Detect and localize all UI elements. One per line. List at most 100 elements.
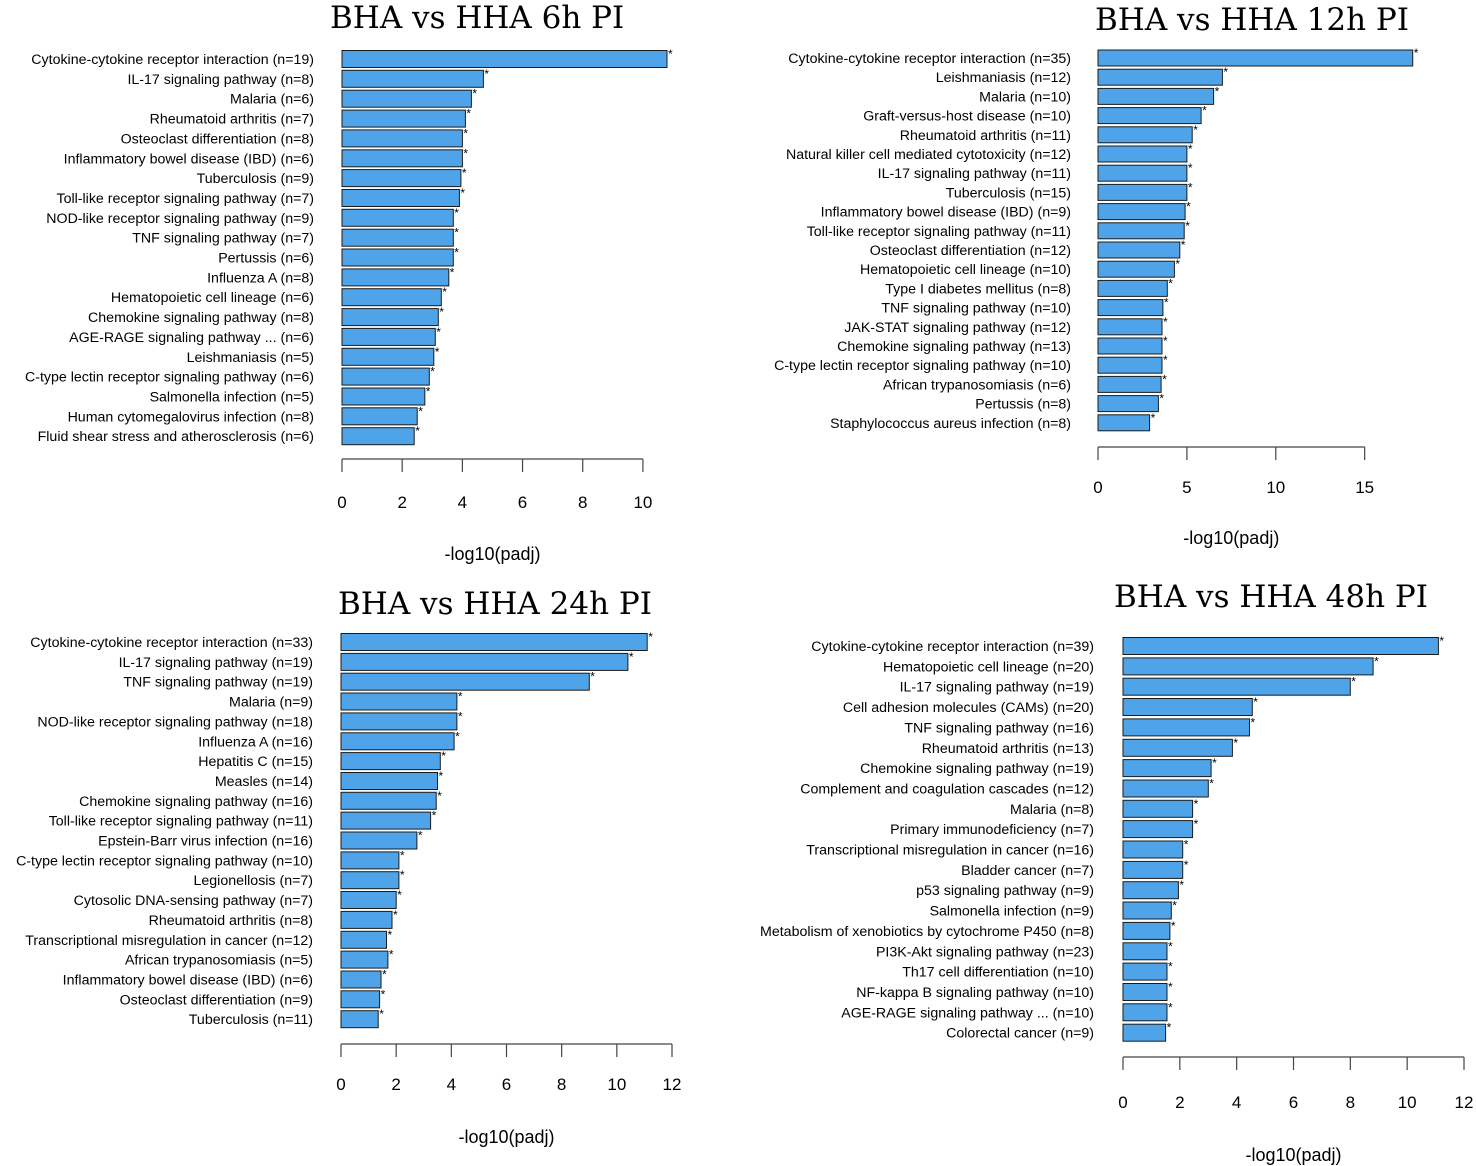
x-tick-label: 12 bbox=[663, 1075, 682, 1094]
category-label: p53 signaling pathway (n=9) bbox=[916, 883, 1094, 899]
significance-marker: * bbox=[439, 769, 444, 783]
x-axis-label: -log10(padj) bbox=[1245, 1145, 1341, 1165]
category-label: Hematopoietic cell lineage (n=20) bbox=[883, 659, 1094, 675]
significance-marker: * bbox=[1167, 1021, 1172, 1035]
significance-marker: * bbox=[458, 709, 463, 723]
bar bbox=[1122, 901, 1172, 920]
significance-marker: * bbox=[418, 404, 423, 418]
bar bbox=[340, 732, 455, 751]
significance-marker: * bbox=[1186, 200, 1191, 214]
bar bbox=[341, 387, 426, 406]
category-label: Human cytomegalovirus infection (n=8) bbox=[68, 409, 314, 425]
bar bbox=[340, 950, 389, 969]
significance-marker: * bbox=[1209, 777, 1214, 791]
bar bbox=[1122, 779, 1209, 798]
bar bbox=[341, 50, 668, 68]
significance-marker: * bbox=[1164, 296, 1169, 310]
bar bbox=[1122, 637, 1439, 655]
x-tick-label: 10 bbox=[607, 1075, 626, 1094]
x-tick-label: 2 bbox=[397, 493, 406, 512]
bar bbox=[341, 189, 460, 207]
significance-marker: * bbox=[454, 226, 459, 240]
category-label: Cytokine-cytokine receptor interaction (… bbox=[30, 635, 313, 651]
significance-marker: * bbox=[379, 1007, 384, 1021]
significance-marker: * bbox=[590, 670, 595, 684]
category-label: PI3K-Akt signaling pathway (n=23) bbox=[876, 944, 1094, 960]
x-tick-label: 8 bbox=[557, 1075, 566, 1094]
bar bbox=[340, 692, 458, 711]
category-label: Primary immunodeficiency (n=7) bbox=[890, 822, 1094, 838]
category-label: Inflammatory bowel disease (IBD) (n=6) bbox=[63, 973, 313, 989]
category-label: Hematopoietic cell lineage (n=6) bbox=[111, 290, 314, 306]
bar bbox=[1122, 677, 1351, 696]
bar bbox=[1122, 759, 1212, 778]
significance-marker: * bbox=[442, 285, 447, 299]
category-label: Tuberculosis (n=15) bbox=[946, 185, 1071, 201]
significance-marker: * bbox=[472, 87, 477, 101]
category-label: Hepatitis C (n=15) bbox=[198, 754, 313, 770]
significance-marker: * bbox=[463, 126, 468, 140]
significance-marker: * bbox=[426, 385, 431, 399]
panel-6h: BHA vs HHA 6h PI Cytokine-cytokine recept… bbox=[25, 0, 673, 564]
category-label: IL-17 signaling pathway (n=11) bbox=[878, 166, 1071, 182]
category-label: Transcriptional misregulation in cancer … bbox=[806, 843, 1094, 859]
bar bbox=[1097, 260, 1175, 278]
bar bbox=[1097, 164, 1188, 182]
category-label: TNF signaling pathway (n=19) bbox=[123, 675, 313, 691]
significance-marker: * bbox=[397, 888, 402, 902]
category-label: Hematopoietic cell lineage (n=10) bbox=[860, 262, 1071, 278]
category-label: Rheumatoid arthritis (n=13) bbox=[922, 741, 1094, 757]
bar bbox=[341, 149, 463, 168]
category-label: Metabolism of xenobiotics by cytochrome … bbox=[760, 924, 1094, 940]
bar bbox=[340, 633, 648, 651]
significance-marker: * bbox=[1168, 980, 1173, 994]
bar bbox=[1097, 68, 1223, 86]
significance-marker: * bbox=[629, 650, 634, 664]
significance-marker: * bbox=[450, 265, 455, 279]
significance-marker: * bbox=[1374, 654, 1379, 668]
category-label: Osteoclast differentiation (n=8) bbox=[121, 131, 314, 147]
bar bbox=[341, 228, 454, 247]
x-tick-label: 6 bbox=[1289, 1093, 1298, 1112]
category-label: Cytosolic DNA-sensing pathway (n=7) bbox=[74, 893, 313, 909]
bar bbox=[1097, 203, 1186, 221]
category-label: Malaria (n=8) bbox=[1010, 802, 1094, 818]
x-tick-label: 8 bbox=[578, 493, 587, 512]
x-tick-label: 12 bbox=[1455, 1093, 1474, 1112]
significance-marker: * bbox=[418, 829, 423, 843]
significance-marker: * bbox=[454, 246, 459, 260]
significance-marker: * bbox=[460, 186, 465, 200]
bar bbox=[1122, 921, 1171, 940]
category-label: Salmonella infection (n=5) bbox=[150, 390, 314, 406]
significance-marker: * bbox=[1215, 84, 1220, 98]
category-label: Rheumatoid arthritis (n=7) bbox=[150, 112, 314, 128]
bar bbox=[341, 208, 454, 227]
category-label: C-type lectin receptor signaling pathway… bbox=[774, 358, 1071, 374]
category-label: Toll-like receptor signaling pathway (n=… bbox=[807, 224, 1071, 240]
bar bbox=[340, 652, 629, 671]
panel-12h: BHA vs HHA 12h PI Cytokine-cytokine recep… bbox=[774, 2, 1419, 548]
panel-title: BHA vs HHA 24h PI bbox=[338, 586, 652, 622]
category-label: JAK-STAT signaling pathway (n=12) bbox=[844, 320, 1071, 336]
bar bbox=[1122, 657, 1374, 676]
significance-marker: * bbox=[389, 948, 394, 962]
significance-marker: * bbox=[1168, 960, 1173, 974]
category-label: Toll-like receptor signaling pathway (n=… bbox=[49, 814, 313, 830]
x-tick-label: 15 bbox=[1355, 478, 1374, 497]
panel-title: BHA vs HHA 12h PI bbox=[1095, 2, 1409, 38]
bar bbox=[340, 772, 438, 790]
bar bbox=[341, 69, 484, 88]
bar bbox=[1122, 1023, 1167, 1042]
x-tick-label: 6 bbox=[502, 1075, 511, 1094]
significance-marker: * bbox=[441, 749, 446, 763]
category-label: AGE-RAGE signaling pathway ... (n=6) bbox=[69, 330, 314, 346]
category-label: Natural killer cell mediated cytotoxicit… bbox=[786, 147, 1071, 163]
bar bbox=[1097, 126, 1193, 144]
significance-marker: * bbox=[1168, 1000, 1173, 1014]
significance-marker: * bbox=[1202, 104, 1207, 118]
category-label: Cytokine-cytokine receptor interaction (… bbox=[811, 639, 1094, 655]
x-axis-label: -log10(padj) bbox=[444, 544, 540, 564]
significance-marker: * bbox=[1163, 353, 1168, 367]
bar bbox=[341, 327, 436, 346]
